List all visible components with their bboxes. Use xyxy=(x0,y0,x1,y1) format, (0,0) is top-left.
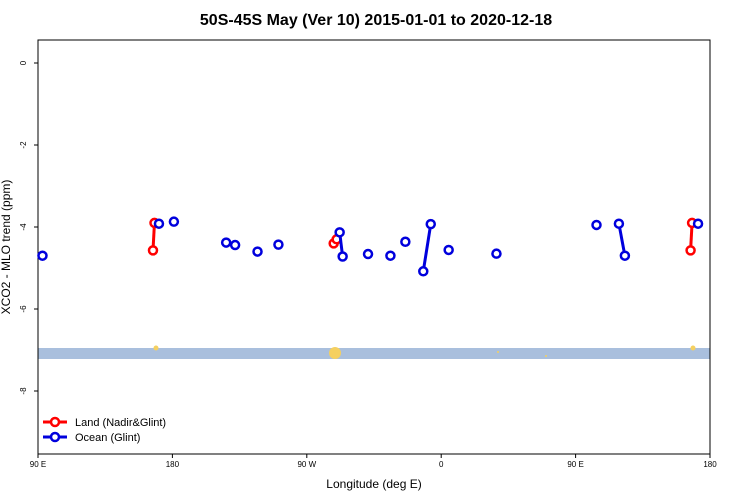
data-point xyxy=(591,219,602,231)
x-axis-label: Longitude (deg E) xyxy=(326,477,421,491)
data-point xyxy=(168,216,180,227)
plot-frame xyxy=(37,39,711,455)
data-point xyxy=(418,266,429,277)
land-band xyxy=(38,345,710,359)
data-point xyxy=(147,245,159,256)
x-tick-label: 90 E xyxy=(567,460,583,469)
data-point xyxy=(337,251,348,262)
x-tick-label: 180 xyxy=(166,460,180,469)
data-point xyxy=(619,250,631,261)
data-point xyxy=(334,227,345,238)
land-mark xyxy=(153,345,159,351)
chart-title: 50S-45S May (Ver 10) 2015-01-01 to 2020-… xyxy=(200,12,552,29)
legend-ocean-marker xyxy=(49,431,61,443)
legend-ocean-label: Ocean (Glint) xyxy=(75,432,140,444)
data-point xyxy=(692,218,704,229)
data-point xyxy=(37,250,48,261)
legend-land-label: Land (Nadir&Glint) xyxy=(75,417,166,429)
y-tick-label: -4 xyxy=(19,223,28,231)
data-point xyxy=(252,246,263,257)
data-point xyxy=(400,236,411,248)
y-tick-label: -8 xyxy=(19,387,28,395)
x-tick-label: 0 xyxy=(439,460,444,469)
y-tick-label: -6 xyxy=(19,305,28,313)
data-point xyxy=(153,218,165,229)
data-point xyxy=(362,248,374,260)
x-tick-label: 180 xyxy=(703,460,717,469)
x-tick-label: 90 W xyxy=(297,460,316,469)
y-tick-label: -2 xyxy=(19,141,28,149)
data-point xyxy=(273,239,284,250)
legend: Land (Nadir&Glint) Ocean (Glint) xyxy=(43,416,166,444)
data-point xyxy=(613,218,625,229)
x-axis: 90 E 180 90 W 0 90 E 180 xyxy=(30,454,717,469)
y-axis: 0 -2 -4 -6 -8 xyxy=(19,60,38,395)
series-line xyxy=(421,223,433,272)
data-point xyxy=(220,237,232,248)
data-point xyxy=(443,244,454,256)
land-mark xyxy=(497,351,499,353)
y-axis-label: XCO2 - MLO trend (ppm) xyxy=(0,180,13,315)
series-layer xyxy=(37,216,704,277)
land-mark xyxy=(690,345,696,351)
land-mark xyxy=(329,347,341,359)
data-point xyxy=(385,250,396,261)
x-tick-label: 90 E xyxy=(30,460,46,469)
land-band-rect xyxy=(38,348,710,359)
land-mark xyxy=(545,355,547,357)
data-point xyxy=(229,239,241,251)
y-tick-label: 0 xyxy=(19,60,28,65)
legend-land-marker xyxy=(49,416,61,428)
data-point xyxy=(425,218,436,230)
series-line xyxy=(617,223,627,256)
data-point xyxy=(491,248,502,259)
data-point xyxy=(685,245,696,256)
